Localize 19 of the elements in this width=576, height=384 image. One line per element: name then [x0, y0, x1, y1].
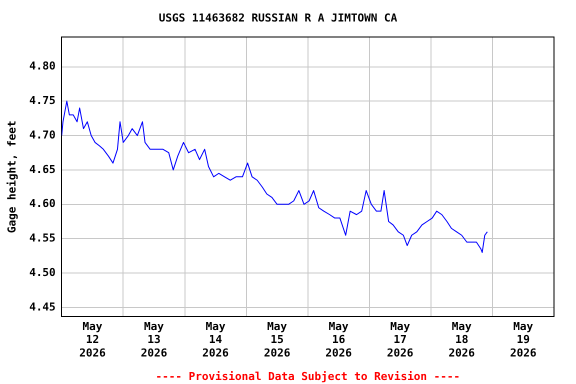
- y-tick-label: 4.80: [29, 60, 56, 73]
- chart-title: USGS 11463682 RUSSIAN R A JIMTOWN CA: [158, 11, 398, 24]
- x-tick-label: May 15 2026: [264, 320, 291, 360]
- y-tick-label: 4.60: [29, 197, 56, 210]
- x-tick-label: May 12 2026: [79, 320, 106, 360]
- x-tick-label: May 13 2026: [140, 320, 168, 360]
- y-axis-title: Gage height, feet: [5, 120, 18, 234]
- y-tick-label: 4.75: [29, 94, 56, 108]
- x-tick-label: May 18 2026: [448, 320, 476, 360]
- y-tick-label: 4.55: [29, 232, 56, 245]
- text: ---- Provisional Data Subject to Revision ----: [156, 370, 460, 383]
- y-tick-label: 4.45: [29, 300, 56, 314]
- x-tick-label: May 14 2026: [202, 320, 230, 360]
- y-tick-label: 4.70: [29, 128, 56, 142]
- x-tick-label: May 19 2026: [510, 320, 537, 360]
- y-tick-label: 4.65: [29, 162, 56, 176]
- x-tick-label: May 16 2026: [325, 320, 352, 360]
- x-tick-label: May 17 2026: [386, 320, 414, 360]
- y-tick-label: 4.50: [29, 266, 56, 279]
